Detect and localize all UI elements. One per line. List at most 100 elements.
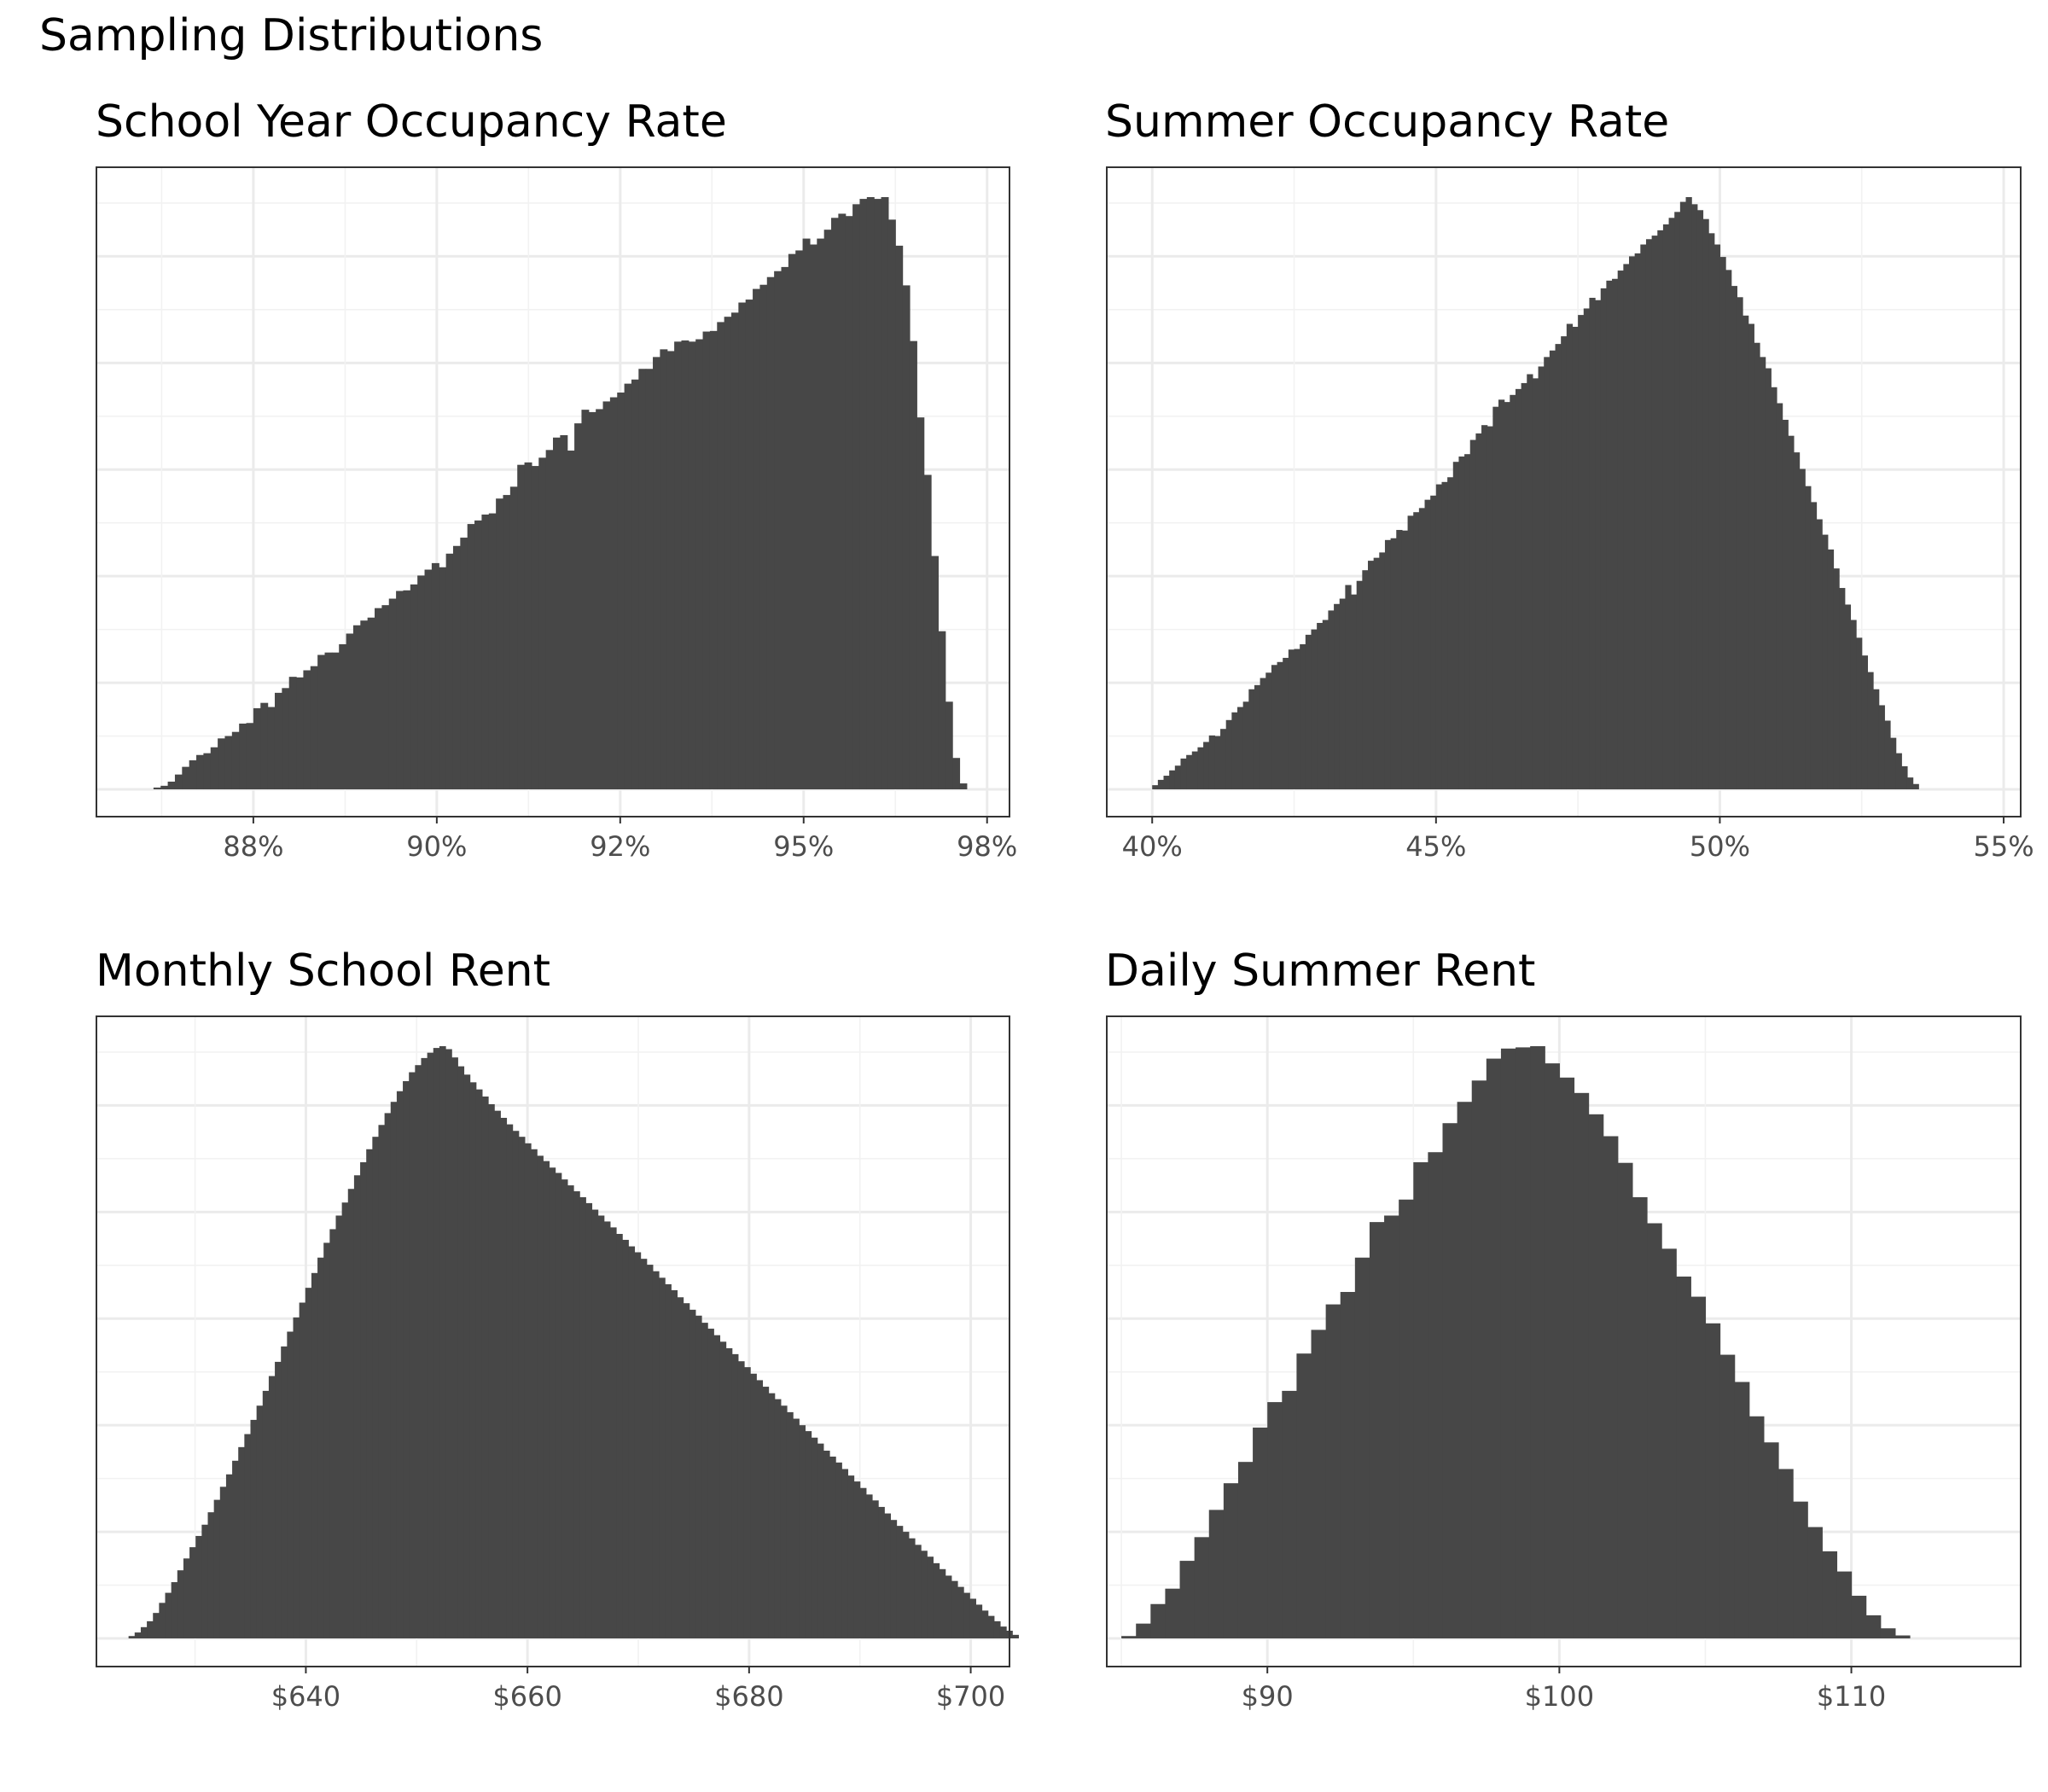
histogram-bar — [646, 1265, 654, 1638]
histogram-bar — [203, 753, 212, 789]
histogram-bar — [609, 397, 618, 789]
histogram-bar — [1549, 350, 1556, 790]
histogram-bar — [128, 1636, 136, 1638]
panel-title: Monthly School Rent — [96, 945, 550, 997]
histogram-bar — [1150, 1603, 1167, 1638]
histogram-bar — [1325, 1304, 1341, 1638]
histogram-bar — [1632, 1196, 1648, 1638]
histogram-bar — [182, 766, 190, 789]
histogram-bar — [1447, 477, 1454, 789]
histogram-bar — [549, 1167, 556, 1638]
histogram-bar — [1748, 323, 1754, 789]
histogram-bar — [845, 216, 853, 789]
histogram-bar — [1384, 539, 1392, 789]
histogram-bar — [1169, 770, 1176, 789]
histogram-bar — [537, 1155, 544, 1638]
histogram-bar — [908, 1538, 916, 1638]
histogram-bar — [1822, 1551, 1838, 1638]
x-tick-label: 45% — [1405, 830, 1466, 863]
histogram-bar — [1674, 212, 1681, 790]
histogram-bar — [923, 474, 932, 789]
histogram-bar — [367, 617, 375, 789]
histogram-bar — [795, 250, 804, 790]
histogram-bar — [1504, 402, 1510, 789]
histogram-bar — [841, 1469, 849, 1638]
histogram-bar — [1799, 468, 1806, 789]
histogram-bar — [1895, 753, 1902, 789]
histogram-bar — [299, 1302, 306, 1638]
histogram-bar — [1651, 236, 1658, 789]
histogram-bar — [859, 199, 868, 789]
histogram-bar — [1839, 588, 1846, 789]
histogram-bar — [1647, 1223, 1662, 1638]
histogram-bar — [581, 410, 590, 789]
histogram-bar — [653, 357, 660, 789]
histogram-bar — [1214, 736, 1221, 789]
histogram-bar — [951, 1580, 958, 1638]
histogram-bar — [1676, 1276, 1691, 1638]
histogram-bar — [1629, 256, 1636, 789]
histogram-bar — [1538, 366, 1545, 789]
x-tick-label: 90% — [406, 830, 467, 863]
histogram-bar — [360, 620, 369, 789]
histogram-bar — [177, 1570, 184, 1638]
panel-title: Daily Summer Rent — [1105, 945, 1535, 997]
histogram-bar — [725, 1347, 733, 1638]
histogram-bar — [250, 1419, 258, 1638]
histogram-bar — [719, 1341, 727, 1638]
histogram-bar — [1248, 689, 1255, 789]
histogram-bar — [433, 1048, 440, 1638]
x-axis: $640 $660 $680 $700 — [271, 1667, 1005, 1713]
histogram-bar — [218, 738, 226, 789]
histogram-bar — [1203, 742, 1210, 789]
histogram-bar — [1186, 754, 1193, 789]
histogram-bar — [1223, 1483, 1239, 1638]
histogram-bar — [945, 701, 953, 789]
histogram-bar — [689, 1309, 696, 1638]
histogram-bar — [1334, 603, 1341, 789]
histogram-bar — [305, 1288, 312, 1638]
histogram-bar — [927, 1556, 934, 1638]
histogram-bar — [1165, 1588, 1181, 1638]
histogram-bar — [1180, 758, 1187, 789]
histogram-bar — [1668, 218, 1675, 790]
histogram-bar — [1492, 406, 1499, 789]
histogram-bar — [1901, 765, 1908, 789]
histogram-bar — [293, 1317, 300, 1638]
histogram-bar — [1719, 257, 1726, 789]
histogram-bars — [153, 197, 968, 790]
x-tick-label: $680 — [714, 1680, 783, 1713]
histogram-bar — [1657, 230, 1664, 789]
histogram-bar — [1760, 357, 1766, 789]
histogram-bar — [603, 1221, 611, 1638]
histogram-bar — [303, 670, 311, 789]
histogram-bar — [573, 1191, 580, 1638]
histogram-bar — [153, 1613, 160, 1638]
histogram-bar — [1532, 378, 1539, 789]
histogram-bar — [1782, 419, 1789, 789]
histogram-bar — [617, 393, 625, 789]
histogram-bar — [1776, 403, 1783, 789]
histogram-bar — [1237, 1462, 1254, 1638]
panel-school-year-occupancy: School Year Occupancy Rate 88% 90% 92% 95% 9… — [96, 96, 1017, 863]
histogram-bar — [1856, 637, 1863, 789]
histogram-bar — [518, 1137, 526, 1638]
histogram-bar — [902, 1532, 910, 1638]
histogram-bar — [1237, 707, 1244, 789]
histogram-bar — [781, 266, 789, 790]
histogram-bar — [1595, 300, 1602, 790]
histogram-bar — [1827, 549, 1835, 789]
histogram-bar — [545, 450, 554, 789]
histogram-bar — [481, 514, 490, 789]
histogram-bar — [1220, 729, 1227, 789]
histogram-bar — [1906, 777, 1914, 789]
histogram-bar — [1369, 1222, 1385, 1638]
histogram-bar — [1242, 701, 1249, 789]
histogram-bar — [1833, 568, 1840, 789]
x-tick-label: 40% — [1122, 830, 1183, 863]
histogram-bar — [567, 1185, 574, 1638]
histogram-bar — [1510, 394, 1516, 789]
histogram-bar — [939, 1568, 946, 1638]
histogram-bar — [999, 1626, 1007, 1638]
histogram-bar — [1277, 661, 1283, 789]
